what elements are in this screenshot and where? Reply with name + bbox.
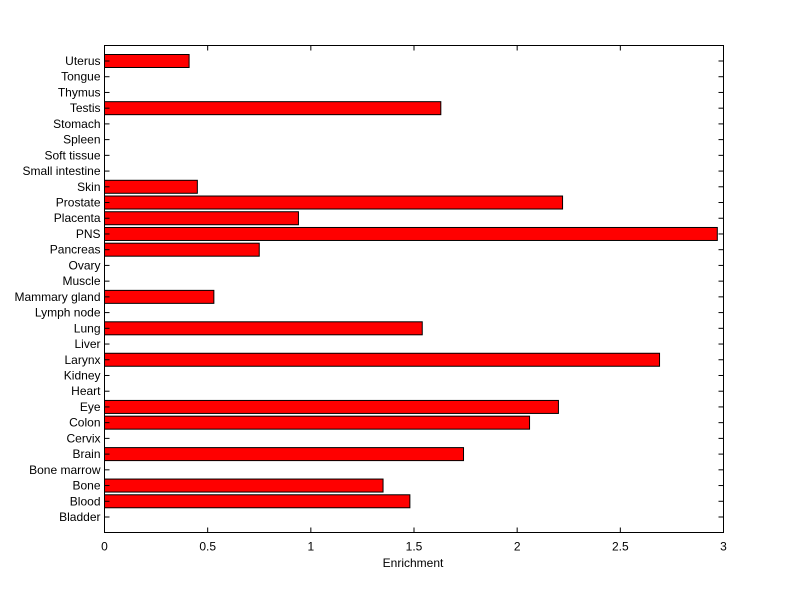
y-tick-label-kidney: Kidney — [64, 368, 101, 382]
x-tick-label: 0 — [101, 540, 108, 554]
x-tick-label: 2 — [514, 540, 521, 554]
y-tick-label-blood: Blood — [70, 494, 101, 508]
y-tick-label-muscle: Muscle — [62, 274, 100, 288]
bar-colon — [104, 415, 531, 430]
y-tick-label-liver: Liver — [74, 337, 100, 351]
y-tick-label-soft-tissue: Soft tissue — [44, 148, 100, 162]
y-tick-label-larynx: Larynx — [64, 353, 100, 367]
y-tick-label-colon: Colon — [69, 416, 100, 430]
bar-brain — [104, 447, 465, 462]
y-tick-label-bone-marrow: Bone marrow — [29, 463, 101, 477]
y-tick-label-skin: Skin — [77, 180, 100, 194]
y-tick-label-small-intestine: Small intestine — [22, 164, 100, 178]
bar-lung — [104, 321, 423, 336]
x-ticks: 0 0.5 1 1.5 2 2.5 3 — [101, 45, 727, 554]
bar-eye — [104, 399, 559, 414]
y-tick-label-placenta: Placenta — [54, 211, 101, 225]
y-tick-label-lung: Lung — [74, 321, 101, 335]
y-tick-label-bone: Bone — [72, 479, 100, 493]
y-tick-label-eye: Eye — [80, 400, 101, 414]
y-tick-label-brain: Brain — [72, 447, 100, 461]
y-tick-label-tongue: Tongue — [61, 70, 101, 84]
y-tick-label-bladder: Bladder — [59, 510, 100, 524]
y-tick-label-mammary-gland: Mammary gland — [14, 290, 100, 304]
y-tick-label-spleen: Spleen — [63, 133, 100, 147]
x-tick-label: 1.5 — [406, 540, 423, 554]
y-tick-label-pns: PNS — [76, 227, 101, 241]
y-tick-label-thymus: Thymus — [58, 85, 101, 99]
x-axis-title: Enrichment — [383, 556, 444, 570]
bar-mammary-gland — [104, 289, 215, 304]
bar-bone — [104, 478, 384, 493]
bar-testis — [104, 101, 442, 116]
y-tick-label-stomach: Stomach — [53, 117, 100, 131]
y-tick-label-heart: Heart — [71, 384, 101, 398]
x-tick-label: 1 — [307, 540, 314, 554]
x-tick-label: 3 — [720, 540, 727, 554]
bar-prostate — [104, 195, 564, 210]
x-tick-label: 0.5 — [199, 540, 216, 554]
bar-larynx — [104, 352, 661, 367]
bar-pancreas — [104, 242, 260, 257]
y-tick-label-pancreas: Pancreas — [50, 243, 101, 257]
y-tick-label-cervix: Cervix — [66, 431, 100, 445]
bars-layer — [104, 54, 718, 509]
bar-blood — [104, 494, 411, 509]
bar-uterus — [104, 54, 190, 68]
y-tick-label-lymph-node: Lymph node — [35, 306, 101, 320]
y-tick-label-uterus: Uterus — [65, 54, 100, 68]
bar-skin — [104, 179, 198, 194]
y-tick-label-prostate: Prostate — [56, 196, 101, 210]
bar-placenta — [104, 211, 299, 226]
y-tick-label-ovary: Ovary — [68, 258, 100, 272]
bar-pns — [104, 226, 718, 241]
y-tick-label-testis: Testis — [70, 101, 101, 115]
x-tick-label: 2.5 — [612, 540, 629, 554]
